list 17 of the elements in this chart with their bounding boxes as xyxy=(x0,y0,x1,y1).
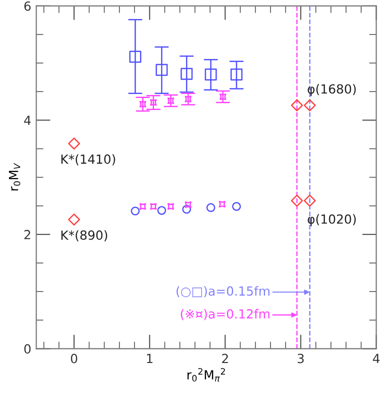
annotation: (※¤)a=0.12fm xyxy=(180,308,270,320)
annotation: (○□)a=0.15fm xyxy=(176,286,270,298)
x-tick-label: 0 xyxy=(70,354,78,364)
annotation: φ(1020) xyxy=(308,214,356,226)
y-tick-label: 6 xyxy=(24,1,31,11)
annotation: K*(890) xyxy=(61,230,108,242)
x-tick-label: 4 xyxy=(372,354,380,364)
x-tick-label: 2 xyxy=(222,354,228,364)
x-tick-label: 3 xyxy=(298,354,304,364)
y-axis-title: r$_{0}$M$_{V}$ xyxy=(8,162,20,190)
annotation: K*(1410) xyxy=(61,154,116,166)
y-tick-label: 0 xyxy=(24,344,31,354)
y-tick-label: 4 xyxy=(24,116,31,125)
y-tick-label: 2 xyxy=(24,230,30,240)
x-axis-title: r$_{0}$$^{2}$M$_{π}$$^{2}$ xyxy=(188,368,225,382)
x-tick-label: 1 xyxy=(147,354,152,364)
annotation: φ(1680) xyxy=(308,84,356,96)
